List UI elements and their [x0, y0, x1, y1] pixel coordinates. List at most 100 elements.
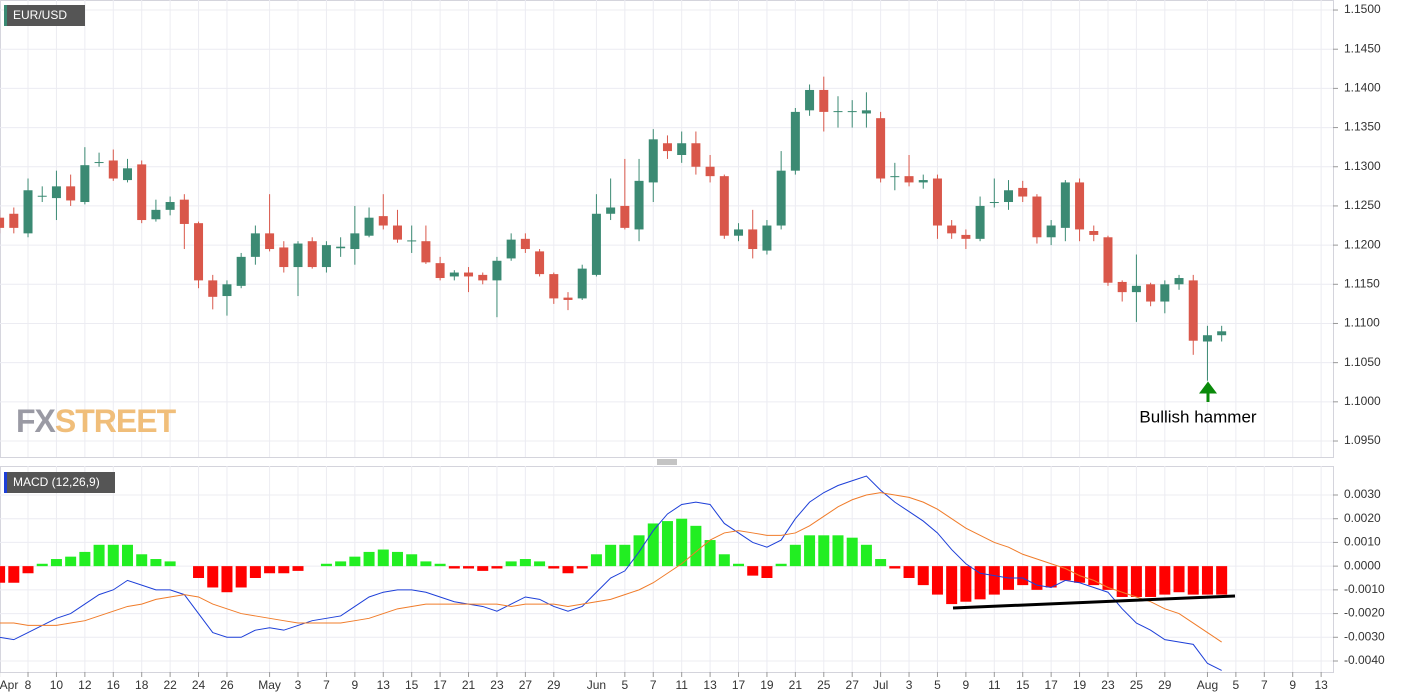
histogram-bar [534, 561, 546, 567]
candle-body [293, 243, 303, 268]
x-tick-label: 5 [934, 678, 941, 692]
histogram-bar [22, 566, 34, 574]
candle-body [833, 111, 843, 113]
candle-body [1202, 335, 1212, 342]
histogram-bar [647, 523, 659, 567]
candle-body [1160, 284, 1170, 302]
candle-body [506, 239, 516, 259]
candle-body [378, 216, 388, 226]
candle-body [847, 111, 857, 113]
candle-body [279, 247, 289, 268]
resize-handle[interactable] [657, 459, 677, 465]
histogram-bar [93, 544, 105, 567]
histogram-bar [50, 559, 62, 567]
x-tick-label: 3 [295, 678, 302, 692]
histogram-bar [761, 566, 773, 578]
x-tick-label: 24 [192, 678, 206, 692]
y-tick-label: -0.0030 [1344, 629, 1385, 643]
candle-body [876, 118, 886, 179]
candles [0, 76, 1227, 381]
y-tick-label: 1.0950 [1344, 433, 1381, 447]
candle-body [222, 284, 232, 297]
candle-body [719, 176, 729, 236]
x-tick-label: 3 [906, 678, 913, 692]
candle-body [648, 139, 658, 183]
histogram-bar [832, 535, 844, 567]
histogram-bar [590, 554, 602, 567]
macd-line [0, 492, 1222, 643]
histogram-bar [718, 554, 730, 567]
y-tick-label: 1.1050 [1344, 355, 1381, 369]
x-tick-label: 15 [405, 678, 419, 692]
histogram-bar [946, 566, 958, 605]
watermark: FXSTREET [16, 403, 177, 439]
candle-body [520, 238, 530, 250]
candle-body [265, 233, 275, 250]
y-tick-label: 1.1200 [1344, 237, 1381, 251]
y-tick-label: 0.0000 [1344, 558, 1381, 572]
candle-body [1188, 280, 1198, 341]
histogram-bar [1045, 566, 1057, 588]
histogram-bar [846, 537, 858, 567]
macd-title-box [4, 472, 115, 493]
candle-body [1075, 182, 1085, 230]
candle-body [80, 165, 90, 203]
histogram-bar [107, 544, 119, 567]
y-tick-label: 1.1300 [1344, 159, 1381, 173]
price-grid [0, 0, 1333, 457]
candle-body [861, 110, 871, 114]
x-tick-label: 8 [25, 678, 32, 692]
title-marker [4, 5, 7, 26]
candle-body [904, 176, 914, 183]
candle-body [734, 229, 744, 236]
histogram-bar [1130, 566, 1142, 597]
y-tick-label: -0.0020 [1344, 606, 1385, 620]
x-tick-label: 13 [703, 678, 717, 692]
histogram-bar [633, 535, 645, 567]
candle-body [464, 272, 474, 277]
y-tick-label: 1.1450 [1344, 41, 1381, 55]
histogram-bar [335, 561, 347, 567]
candle-body [776, 170, 786, 226]
candle-body [336, 246, 346, 249]
histogram-bar [704, 540, 716, 567]
histogram-bar [221, 566, 233, 593]
x-tick-label: 17 [433, 678, 447, 692]
histogram-bar [917, 566, 929, 586]
histogram-bar [406, 554, 418, 567]
histogram-bar [931, 566, 943, 595]
y-tick-label: 1.1100 [1344, 316, 1380, 330]
histogram-bar [1031, 566, 1043, 590]
candle-body [194, 223, 204, 281]
histogram-bar [889, 566, 901, 569]
x-tick-label: 22 [163, 678, 177, 692]
x-tick-label: 29 [547, 678, 561, 692]
candle-body [1131, 285, 1141, 293]
x-tick-label: 5 [1233, 678, 1240, 692]
candle-body [535, 251, 545, 275]
histogram-bar [661, 521, 673, 567]
histogram-bar [505, 561, 517, 567]
x-tick-label: 9 [352, 678, 359, 692]
histogram-bar [747, 566, 759, 576]
candle-body [151, 209, 161, 220]
macd-title: MACD (12,26,9) [13, 475, 100, 489]
x-tick-label: 17 [1044, 678, 1058, 692]
histogram-bar [448, 566, 460, 569]
histogram-bar [477, 566, 489, 571]
histogram-bar [420, 561, 432, 567]
candle-body [37, 195, 47, 197]
candle-body [23, 190, 33, 234]
candle-body [932, 178, 942, 226]
histogram-bar [875, 559, 887, 567]
x-tick-label: 5 [621, 678, 628, 692]
axes: 1.1500 1.1450 1.1400 1.1350 1.1300 1.1250 1.12… [0, 2, 1385, 692]
candle-body [634, 180, 644, 230]
histogram-bar [974, 566, 986, 600]
candle-body [549, 274, 559, 299]
x-tick-label: 7 [1261, 678, 1268, 692]
macd-title-marker [4, 472, 7, 493]
x-tick-label: 13 [1314, 678, 1328, 692]
y-tick-label: 0.0030 [1344, 487, 1381, 501]
